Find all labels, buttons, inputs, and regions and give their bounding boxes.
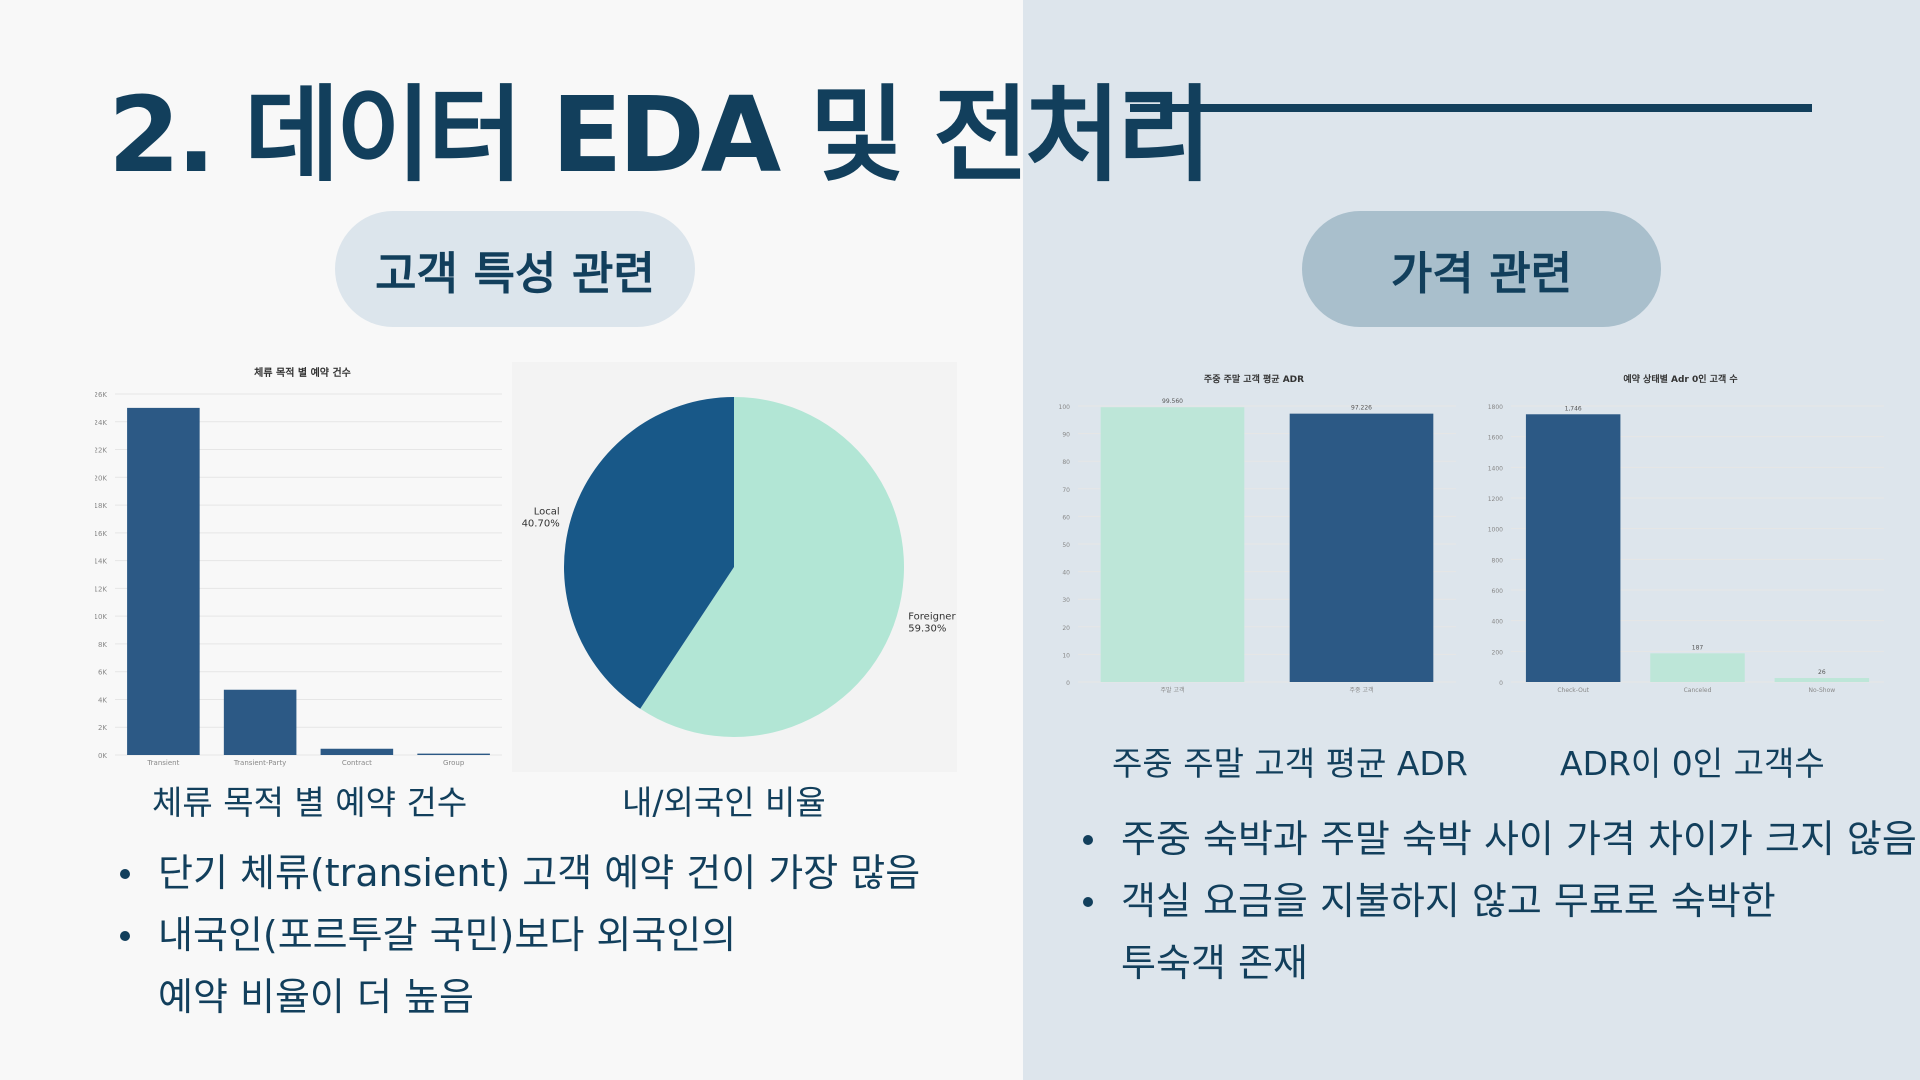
data-label: 1,746 xyxy=(1565,405,1582,412)
caption-nationality: 내/외국인 비율 xyxy=(622,783,826,822)
title-rule xyxy=(1130,104,1812,112)
nationality-chart: Foreigner 59.30% Local 40.70% xyxy=(512,362,957,772)
page-title: 2. 데이터 EDA 및 전처리 xyxy=(108,74,1212,196)
caption-purpose: 체류 목적 별 예약 건수 xyxy=(152,783,468,822)
y-tick-label: 12K xyxy=(95,585,107,593)
x-tick-label: No-Show xyxy=(1809,687,1836,694)
caption-adr-zero: ADR이 0인 고객수 xyxy=(1560,744,1825,783)
bar xyxy=(223,689,297,755)
nationality-chart-svg: Foreigner 59.30% Local 40.70% xyxy=(512,362,957,772)
bar xyxy=(127,407,200,755)
adr-zero-chart: 예약 상태별 Adr 0인 고객 수 0 200 400 600 800 1000 1200 1… xyxy=(1473,370,1888,700)
chart-title: 체류 목적 별 예약 건수 xyxy=(254,366,351,379)
data-label: 97.226 xyxy=(1351,405,1372,412)
bar xyxy=(1650,653,1745,682)
y-tick-label: 2K xyxy=(98,724,107,732)
left-bullet-1: 단기 체류(transient) 고객 예약 건이 가장 많음 xyxy=(120,842,920,904)
data-label: 99.560 xyxy=(1162,398,1183,405)
left-bullets: 단기 체류(transient) 고객 예약 건이 가장 많음 내국인(포르투갈… xyxy=(120,842,920,1028)
purpose-chart-svg: 체류 목적 별 예약 건수 0K 2K 4K 6K 8K 10K 12K 14K 16K 18K 20… xyxy=(95,366,502,767)
y-tick-label: 60 xyxy=(1062,514,1070,521)
y-tick-label: 90 xyxy=(1062,432,1070,439)
weekday-weekend-chart-svg: 주중 주말 고객 평균 ADR 0 10 20 30 40 50 60 70 80 90 100 주말 … xyxy=(1059,373,1456,694)
y-tick-label: 0 xyxy=(1066,680,1070,687)
pie-label: Foreigner 59.30% xyxy=(908,611,956,634)
pie-label-pct: 59.30% xyxy=(908,623,946,634)
x-tick-label: 주말 고객 xyxy=(1161,686,1185,694)
chart-title: 예약 상태별 Adr 0인 고객 수 xyxy=(1623,373,1737,385)
y-tick-label: 1400 xyxy=(1488,465,1503,472)
bar xyxy=(1525,414,1621,682)
bar xyxy=(417,753,490,755)
y-tick-label: 80 xyxy=(1062,459,1070,466)
section-price-pill: 가격 관련 xyxy=(1302,211,1661,327)
y-tick-label: 1200 xyxy=(1488,496,1503,503)
y-tick-label: 100 xyxy=(1059,404,1071,411)
x-tick-label: Transient xyxy=(146,759,179,767)
y-tick-label: 10K xyxy=(95,613,107,621)
pie-slice xyxy=(640,397,904,737)
right-bullet-2: 객실 요금을 지불하지 않고 무료로 숙박한 xyxy=(1083,870,1917,932)
pie-label-name: Foreigner xyxy=(908,611,956,622)
y-tick-label: 1800 xyxy=(1488,404,1503,411)
purpose-chart: 체류 목적 별 예약 건수 0K 2K 4K 6K 8K 10K 12K 14K 16K 18K 20… xyxy=(95,362,510,767)
bar xyxy=(1100,407,1245,682)
y-tick-label: 70 xyxy=(1062,487,1070,494)
chart-title: 주중 주말 고객 평균 ADR xyxy=(1204,373,1304,385)
pie-label-pct: 40.70% xyxy=(522,519,560,530)
x-tick-label: Group xyxy=(443,759,465,767)
y-tick-label: 50 xyxy=(1062,542,1070,549)
y-tick-label: 30 xyxy=(1062,597,1070,604)
pie-label-name: Local xyxy=(534,507,560,518)
y-tick-label: 0 xyxy=(1499,680,1503,687)
y-tick-label: 1600 xyxy=(1488,435,1503,442)
y-tick-label: 40 xyxy=(1062,570,1070,577)
bar xyxy=(320,748,394,755)
y-tick-label: 18K xyxy=(95,502,107,510)
y-tick-label: 0K xyxy=(98,752,107,760)
y-tick-label: 1000 xyxy=(1488,527,1503,534)
bar xyxy=(1289,413,1434,682)
y-tick-label: 6K xyxy=(98,669,107,677)
left-bullet-2: 내국인(포르투갈 국민)보다 외국인의 xyxy=(120,904,920,966)
x-tick-label: Check-Out xyxy=(1557,687,1589,694)
data-label: 187 xyxy=(1692,644,1704,651)
y-tick-label: 4K xyxy=(98,696,107,704)
left-bullet-2-cont: 예약 비율이 더 높음 xyxy=(158,975,474,1019)
data-label: 26 xyxy=(1818,669,1826,676)
pie-slice xyxy=(563,397,734,709)
y-tick-label: 200 xyxy=(1492,649,1504,656)
y-tick-label: 10 xyxy=(1062,652,1070,659)
y-tick-label: 24K xyxy=(95,419,107,427)
y-tick-label: 20K xyxy=(95,474,107,482)
x-tick-label: 주중 고객 xyxy=(1350,687,1374,694)
y-tick-label: 400 xyxy=(1492,619,1504,626)
y-tick-label: 8K xyxy=(98,641,107,649)
y-tick-label: 20 xyxy=(1062,625,1070,632)
pie-label: Local 40.70% xyxy=(522,507,560,530)
y-tick-label: 14K xyxy=(95,558,107,566)
adr-zero-chart-svg: 예약 상태별 Adr 0인 고객 수 0 200 400 600 800 1000 1200 1… xyxy=(1488,373,1884,694)
right-bullet-1: 주중 숙박과 주말 숙박 사이 가격 차이가 크지 않음 xyxy=(1083,808,1917,870)
right-bullets: 주중 숙박과 주말 숙박 사이 가격 차이가 크지 않음 객실 요금을 지불하지… xyxy=(1083,808,1917,994)
y-tick-label: 16K xyxy=(95,530,107,538)
x-tick-label: Transient-Party xyxy=(233,759,286,767)
y-tick-label: 600 xyxy=(1492,588,1504,595)
weekday-weekend-chart: 주중 주말 고객 평균 ADR 0 10 20 30 40 50 60 70 80 90 100 주말 … xyxy=(1048,370,1460,700)
section-customer-pill: 고객 특성 관련 xyxy=(335,211,695,327)
right-bullet-2-cont: 투숙객 존재 xyxy=(1121,941,1308,985)
bar xyxy=(1774,678,1870,682)
y-tick-label: 26K xyxy=(95,391,107,399)
y-tick-label: 800 xyxy=(1492,557,1504,564)
caption-weekday-weekend: 주중 주말 고객 평균 ADR xyxy=(1112,744,1468,783)
x-tick-label: Contract xyxy=(342,759,372,767)
x-tick-label: Canceled xyxy=(1684,687,1712,694)
y-tick-label: 22K xyxy=(95,447,107,455)
